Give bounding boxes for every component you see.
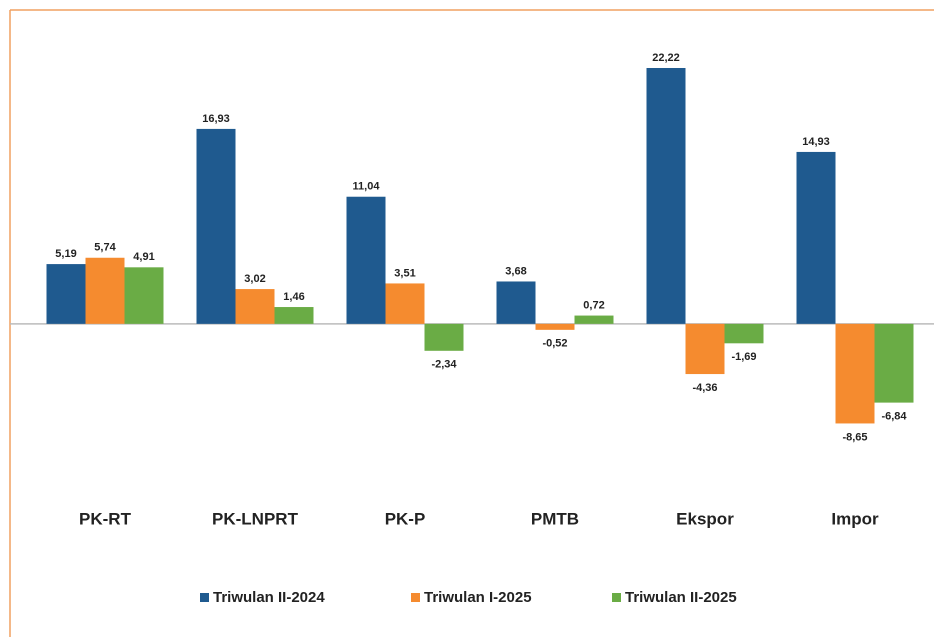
bar: [235, 289, 275, 324]
data-label: 4,91: [133, 251, 154, 263]
legend-label: Triwulan II-2025: [625, 589, 737, 606]
x-tick-label: Impor: [831, 509, 879, 528]
data-label: 5,74: [94, 242, 116, 254]
data-label: -4,36: [692, 382, 717, 394]
bar: [874, 323, 914, 403]
data-label: -6,84: [881, 411, 907, 423]
x-tick-label: PMTB: [531, 509, 579, 528]
data-label: 5,19: [55, 248, 76, 260]
data-label: 22,22: [652, 52, 680, 64]
data-label: 3,68: [505, 265, 526, 277]
bar: [196, 128, 236, 324]
data-label: 1,46: [283, 291, 304, 303]
x-tick-label: PK-P: [385, 509, 426, 528]
bar: [835, 323, 875, 424]
bar: [346, 196, 386, 324]
data-label: 3,02: [244, 273, 265, 285]
x-tick-label: PK-RT: [79, 509, 132, 528]
data-label: -2,34: [431, 359, 457, 371]
bar: [646, 67, 686, 324]
bar: [124, 267, 164, 324]
bar: [85, 257, 125, 324]
legend-label: Triwulan I-2025: [424, 589, 532, 606]
bar: [535, 323, 575, 330]
bar: [574, 315, 614, 324]
data-label: -8,65: [842, 431, 867, 443]
data-label: 0,72: [583, 299, 604, 311]
legend-swatch: [200, 593, 209, 602]
bar: [424, 323, 464, 351]
legend-swatch: [411, 593, 420, 602]
data-label: 3,51: [394, 267, 415, 279]
bar: [385, 283, 425, 324]
data-label: -1,69: [731, 351, 756, 363]
legend-label: Triwulan II-2024: [213, 589, 325, 606]
x-tick-label: PK-LNPRT: [212, 509, 299, 528]
data-label: 16,93: [202, 113, 230, 125]
bar: [274, 307, 314, 324]
bar: [685, 323, 725, 375]
bar: [46, 264, 86, 324]
data-label: 11,04: [353, 181, 381, 193]
bar: [796, 151, 836, 324]
legend-swatch: [612, 593, 621, 602]
bar: [724, 323, 764, 344]
data-label: 14,93: [802, 136, 830, 148]
x-tick-label: Ekspor: [676, 509, 734, 528]
bar: [496, 281, 536, 324]
data-label: -0,52: [542, 338, 567, 350]
